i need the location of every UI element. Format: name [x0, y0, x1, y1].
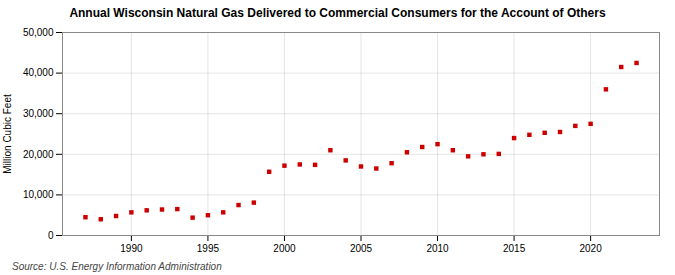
svg-text:2005: 2005: [350, 243, 373, 254]
html-text:Annual Wisconsin Natural Gas D: Annual Wisconsin Natural Gas Delivered t…: [69, 6, 606, 20]
svg-text:0: 0: [48, 230, 54, 241]
svg-text:40,000: 40,000: [23, 67, 54, 78]
svg-text:30,000: 30,000: [23, 108, 54, 119]
svg-text:1990: 1990: [120, 243, 143, 254]
svg-text:1995: 1995: [197, 243, 220, 254]
html-text:Source: U.S. Energy Informatio: Source: U.S. Energy Information Administ…: [12, 261, 222, 272]
svg-text:2015: 2015: [503, 243, 526, 254]
svg-text:2010: 2010: [426, 243, 449, 254]
svg-text:50,000: 50,000: [23, 27, 54, 38]
svg-text:10,000: 10,000: [23, 189, 54, 200]
svg-text:20,000: 20,000: [23, 149, 54, 160]
svg-text:2000: 2000: [273, 243, 296, 254]
svg-text:Million Cubic Feet: Million Cubic Feet: [2, 94, 13, 174]
svg-text:2020: 2020: [579, 243, 602, 254]
